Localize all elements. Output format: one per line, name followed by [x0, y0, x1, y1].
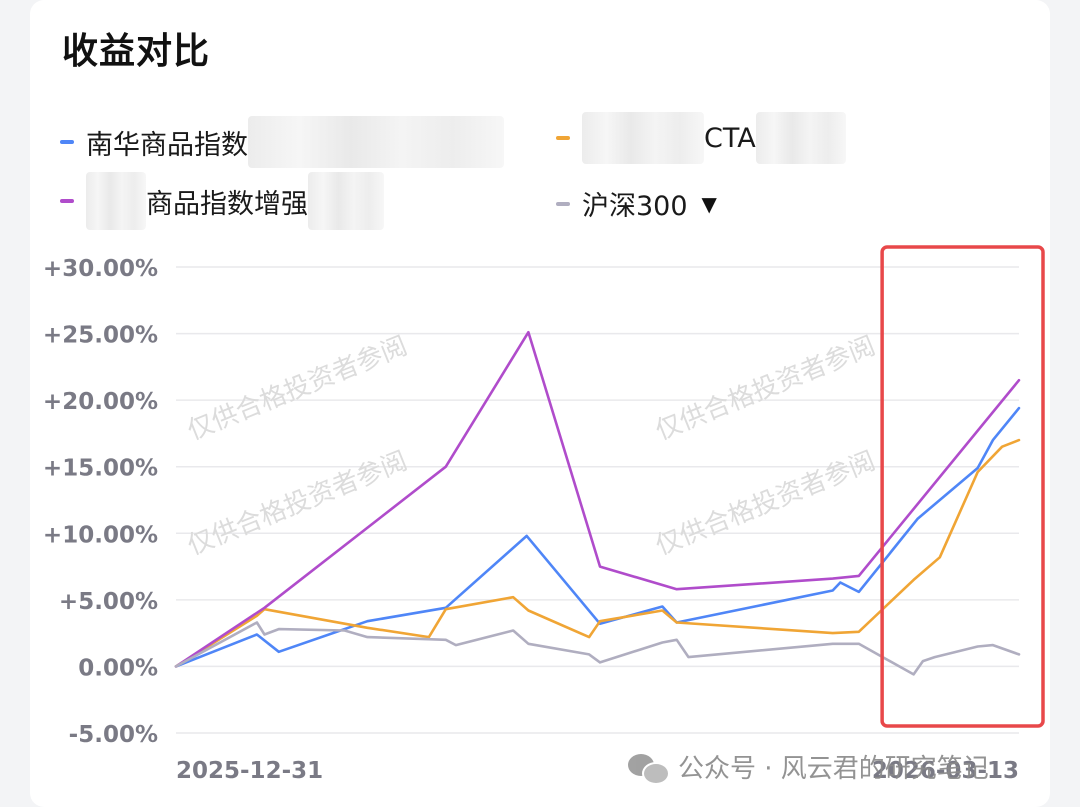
x-tick-label: 2025-12-31: [176, 758, 323, 784]
redacted-block: [755, 112, 846, 164]
watermark-text: 仅供合格投资者参阅: [183, 331, 411, 446]
legend-item-enhanced[interactable]: 商品指数增强: [60, 172, 384, 230]
y-tick-label: +20.00%: [43, 389, 158, 415]
y-tick-label: +5.00%: [59, 589, 158, 615]
redacted-block: [308, 172, 384, 230]
watermark-text: 仅供合格投资者参阅: [183, 446, 411, 561]
wechat-icon: [628, 752, 670, 785]
redacted-block: [86, 172, 146, 230]
series-line: [174, 330, 1021, 668]
highlight-box: [880, 245, 1045, 728]
x-tick-label: 2026-03-13: [872, 758, 1019, 784]
legend-label: 南华商品指数: [86, 129, 248, 161]
legend-item-hs300[interactable]: 沪深300 ▼: [556, 184, 717, 223]
y-tick-label: +25.00%: [43, 323, 158, 349]
watermark-text: 仅供合格投资者参阅: [651, 331, 879, 446]
series-swatch: [60, 140, 74, 144]
legend-label: 商品指数增强: [146, 188, 308, 220]
redacted-block: [248, 116, 504, 168]
y-tick-label: +10.00%: [43, 522, 158, 548]
footer-watermark: 公众号 · 风云君的研究笔记: [628, 748, 989, 785]
y-tick-label: 0.00%: [78, 655, 158, 681]
legend-label: CTA: [704, 122, 756, 154]
dropdown-caret-icon[interactable]: ▼: [701, 191, 717, 216]
y-tick-label: +15.00%: [43, 456, 158, 482]
legend-label: 沪深300: [582, 191, 688, 222]
watermark-text: 仅供合格投资者参阅: [651, 446, 879, 561]
legend-item-cta[interactable]: CTA: [556, 112, 846, 164]
chart-card: [30, 0, 1050, 807]
page-title: 收益对比: [62, 31, 211, 72]
series-line: [174, 621, 1021, 676]
series-line: [174, 406, 1021, 668]
series-swatch: [556, 201, 570, 206]
legend-item-nanhua[interactable]: 南华商品指数: [60, 116, 504, 168]
footer-watermark-text: 公众号 · 风云君的研究笔记: [678, 754, 989, 784]
y-tick-label: -5.00%: [69, 722, 158, 748]
series-line: [174, 438, 1021, 668]
series-swatch: [556, 136, 570, 140]
redacted-block: [582, 112, 704, 164]
series-swatch: [60, 199, 74, 203]
y-tick-label: +30.00%: [43, 256, 158, 282]
